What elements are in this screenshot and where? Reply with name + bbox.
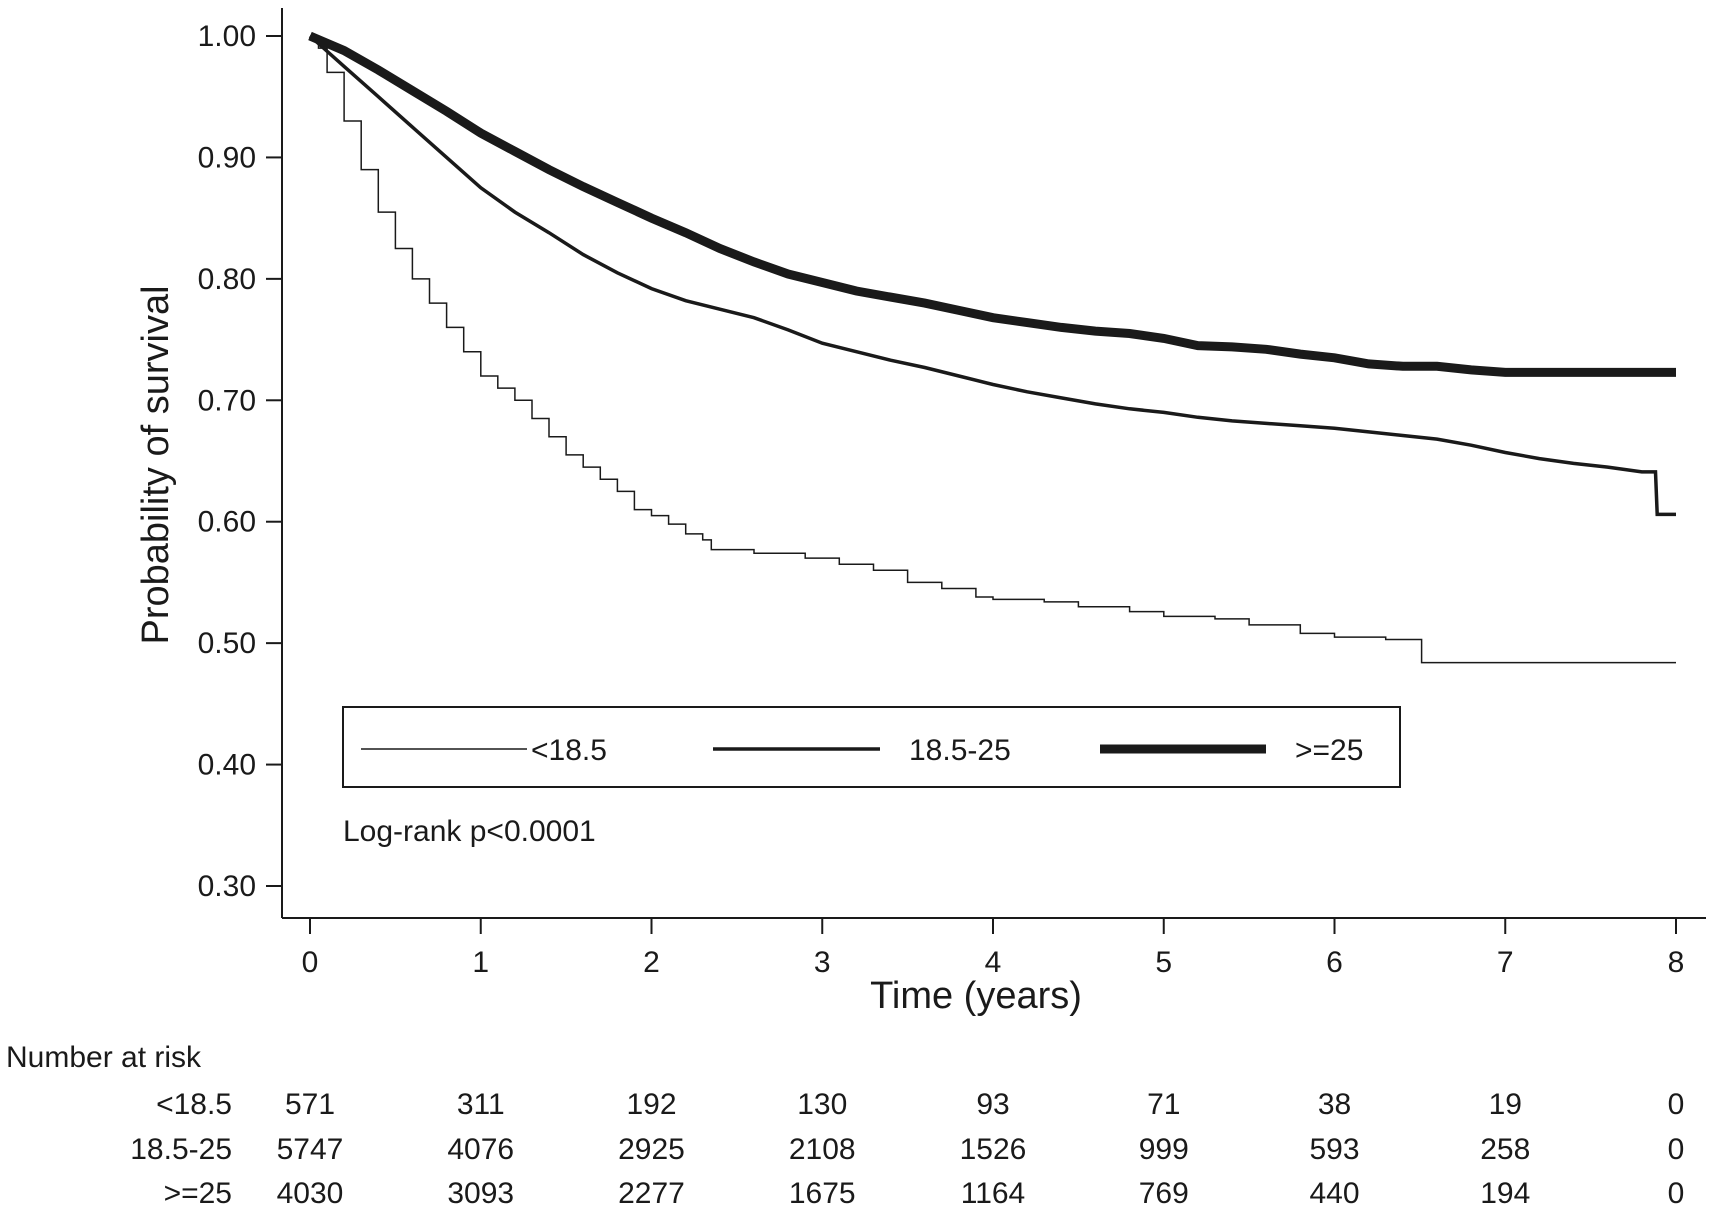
log-rank-annotation: Log-rank p<0.0001 xyxy=(343,815,596,848)
y-tick-label: 0.80 xyxy=(198,263,256,296)
risk-cell: 194 xyxy=(1480,1177,1530,1207)
risk-cell: 0 xyxy=(1668,1088,1685,1121)
risk-cell: 3093 xyxy=(447,1177,514,1207)
x-tick-label: 6 xyxy=(1326,946,1343,979)
y-tick-label: 0.40 xyxy=(198,749,256,782)
risk-cell: 1675 xyxy=(789,1177,856,1207)
risk-cell: 71 xyxy=(1147,1088,1180,1121)
risk-cell: 93 xyxy=(976,1088,1009,1121)
risk-cell: 38 xyxy=(1318,1088,1351,1121)
x-tick-label: 7 xyxy=(1497,946,1514,979)
x-axis-title: Time (years) xyxy=(870,975,1082,1017)
y-tick-label: 0.70 xyxy=(198,384,256,417)
risk-cell: 999 xyxy=(1139,1133,1189,1166)
x-tick-label: 0 xyxy=(302,946,319,979)
risk-table-title: Number at risk xyxy=(6,1041,202,1074)
x-tick-label: 2 xyxy=(643,946,660,979)
risk-cell: 19 xyxy=(1489,1088,1522,1121)
risk-cell: 311 xyxy=(457,1088,505,1121)
y-axis-title: Probability of survival xyxy=(135,285,177,644)
risk-table: Number at risk <18.5 571 311 192 130 93 71 38 19… xyxy=(6,1041,1684,1207)
x-ticks: 0 1 2 3 4 5 6 7 8 xyxy=(302,918,1685,979)
survival-curve-3 xyxy=(308,31,1676,377)
legend: <18.5 18.5-25 >=25 xyxy=(342,706,1401,788)
x-tick-label: 8 xyxy=(1668,946,1685,979)
x-tick-label: 3 xyxy=(814,946,831,979)
risk-cell: 5747 xyxy=(277,1133,344,1166)
risk-cell: 769 xyxy=(1139,1177,1189,1207)
risk-cell: 440 xyxy=(1309,1177,1359,1207)
x-tick-label: 1 xyxy=(472,946,489,979)
risk-row-label: 18.5-25 xyxy=(130,1133,232,1166)
risk-cell: 1526 xyxy=(960,1133,1027,1166)
risk-cell: 192 xyxy=(626,1088,676,1121)
y-tick-label: 1.00 xyxy=(198,20,256,53)
survival-curve-2 xyxy=(308,34,1676,517)
risk-cell: 2108 xyxy=(789,1133,856,1166)
survival-curve-1 xyxy=(310,35,1676,664)
risk-cell: 4076 xyxy=(447,1133,514,1166)
risk-cell: 0 xyxy=(1668,1177,1685,1207)
x-tick-label: 4 xyxy=(985,946,1002,979)
y-ticks: 1.00 0.90 0.80 0.70 0.60 0.50 0.40 0.30 xyxy=(198,20,282,903)
y-tick-label: 0.30 xyxy=(198,870,256,903)
risk-cell: 593 xyxy=(1309,1133,1359,1166)
risk-row-label: >=25 xyxy=(164,1177,232,1207)
legend-label-18-5-25: 18.5-25 xyxy=(909,734,1011,767)
risk-cell: 2925 xyxy=(618,1133,685,1166)
risk-cell: 4030 xyxy=(277,1177,344,1207)
risk-cell: 1164 xyxy=(961,1177,1026,1207)
legend-label-under-18-5: <18.5 xyxy=(531,734,607,767)
y-tick-label: 0.60 xyxy=(198,506,256,539)
risk-cell: 571 xyxy=(285,1088,335,1121)
y-tick-label: 0.90 xyxy=(198,141,256,174)
y-tick-label: 0.50 xyxy=(198,627,256,660)
x-tick-label: 5 xyxy=(1155,946,1172,979)
risk-cell: 130 xyxy=(797,1088,847,1121)
risk-cell: 0 xyxy=(1668,1133,1685,1166)
risk-cell: 258 xyxy=(1480,1133,1530,1166)
survival-curves xyxy=(308,31,1676,664)
legend-label-25-plus: >=25 xyxy=(1295,734,1363,767)
risk-cell: 2277 xyxy=(618,1177,685,1207)
risk-row-label: <18.5 xyxy=(156,1088,232,1121)
